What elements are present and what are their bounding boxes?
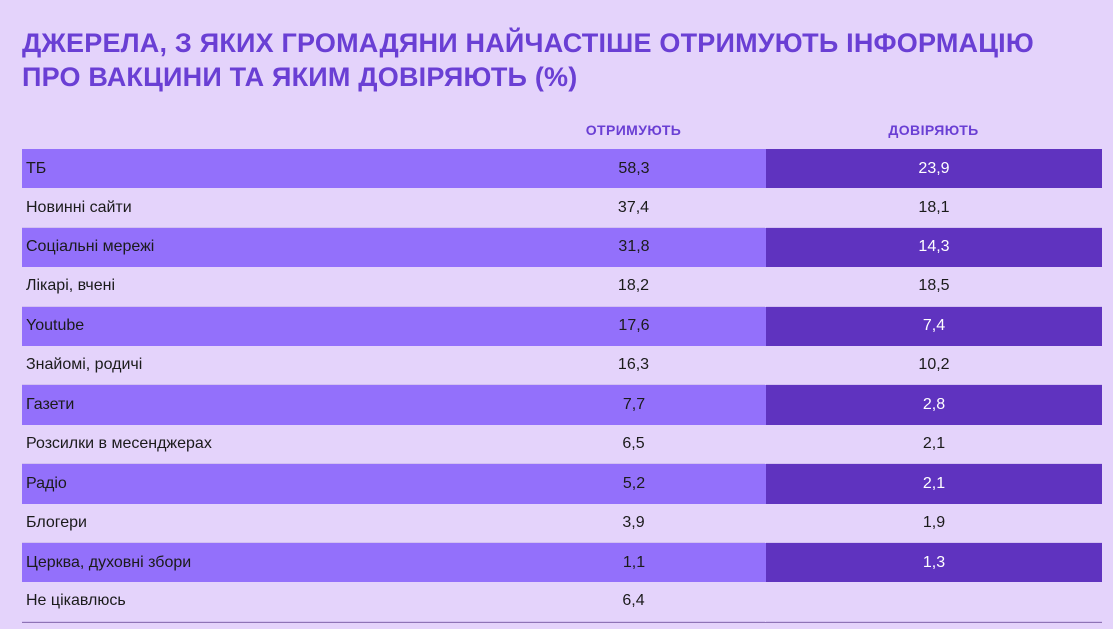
row-label: Знайомі, родичі: [22, 346, 502, 386]
value-trust: 2,8: [766, 385, 1102, 425]
value-trust: 2,1: [766, 425, 1102, 465]
value-trust: 10,2: [766, 346, 1102, 386]
data-table: ТБ 58,3 23,9 Новинні сайти 37,4 18,1 Соціальні…: [22, 149, 1102, 623]
row-label: Лікарі, вчені: [22, 267, 502, 307]
row-label: Соціальні мережі: [22, 227, 502, 268]
table-row: Газети 7,7 2,8: [22, 385, 1102, 425]
value-trust: 18,1: [766, 188, 1102, 228]
value-receive: 3,9: [502, 504, 765, 543]
value-receive: 17,6: [502, 306, 766, 346]
row-label: Не цікавлюсь: [22, 582, 502, 622]
row-label: Блогери: [22, 504, 502, 543]
value-trust: 14,3: [766, 227, 1102, 268]
table-row: Соціальні мережі 31,8 14,3: [22, 227, 1102, 268]
value-receive: 6,5: [502, 425, 765, 465]
row-label: Церква, духовні збори: [22, 542, 502, 583]
table-row: ТБ 58,3 23,9: [22, 149, 1102, 189]
column-header-receive: ОТРИМУЮТЬ: [585, 122, 682, 138]
value-trust: 23,9: [766, 149, 1102, 189]
chart-title-line-1: ДЖЕРЕЛА, З ЯКИХ ГРОМАДЯНИ НАЙЧАСТІШЕ ОТР…: [22, 28, 1034, 58]
value-receive: 6,4: [502, 582, 765, 622]
value-trust: 18,5: [766, 267, 1102, 307]
value-receive: 5,2: [502, 464, 766, 504]
table-row: Новинні сайти 37,4 18,1: [22, 188, 1102, 228]
table-row: Знайомі, родичі 16,3 10,2: [22, 346, 1102, 386]
table-row: Церква, духовні збори 1,1 1,3: [22, 542, 1102, 583]
row-label: ТБ: [22, 149, 502, 189]
row-label: Газети: [22, 385, 502, 425]
table-row: Блогери 3,9 1,9: [22, 504, 1102, 543]
row-label: Новинні сайти: [22, 188, 502, 228]
value-trust: 1,9: [766, 504, 1102, 543]
column-header-trust: ДОВІРЯЮТЬ: [888, 122, 979, 138]
row-label: Радіо: [22, 464, 502, 504]
value-receive: 7,7: [502, 385, 766, 425]
value-receive: 58,3: [502, 149, 766, 189]
row-label: Розсилки в месенджерах: [22, 425, 502, 465]
chart-title: ДЖЕРЕЛА, З ЯКИХ ГРОМАДЯНИ НАЙЧАСТІШЕ ОТР…: [22, 26, 1102, 94]
table-row: Youtube 17,6 7,4: [22, 306, 1102, 346]
value-receive: 16,3: [502, 346, 765, 386]
value-trust: [766, 582, 1102, 622]
value-trust: 1,3: [766, 542, 1102, 583]
value-receive: 18,2: [502, 267, 765, 307]
table-row: Не цікавлюсь 6,4: [22, 582, 1102, 622]
table-row: Радіо 5,2 2,1: [22, 464, 1102, 504]
value-trust: 7,4: [766, 306, 1102, 346]
value-receive: 37,4: [502, 188, 765, 228]
value-receive: 31,8: [502, 227, 766, 268]
row-label: Youtube: [22, 306, 502, 346]
table-row: Розсилки в месенджерах 6,5 2,1: [22, 425, 1102, 465]
value-trust: 2,1: [766, 464, 1102, 504]
value-receive: 1,1: [502, 542, 766, 583]
chart-title-line-2: ПРО ВАКЦИНИ ТА ЯКИМ ДОВІРЯЮТЬ (%): [22, 62, 578, 92]
table-row: Лікарі, вчені 18,2 18,5: [22, 267, 1102, 307]
